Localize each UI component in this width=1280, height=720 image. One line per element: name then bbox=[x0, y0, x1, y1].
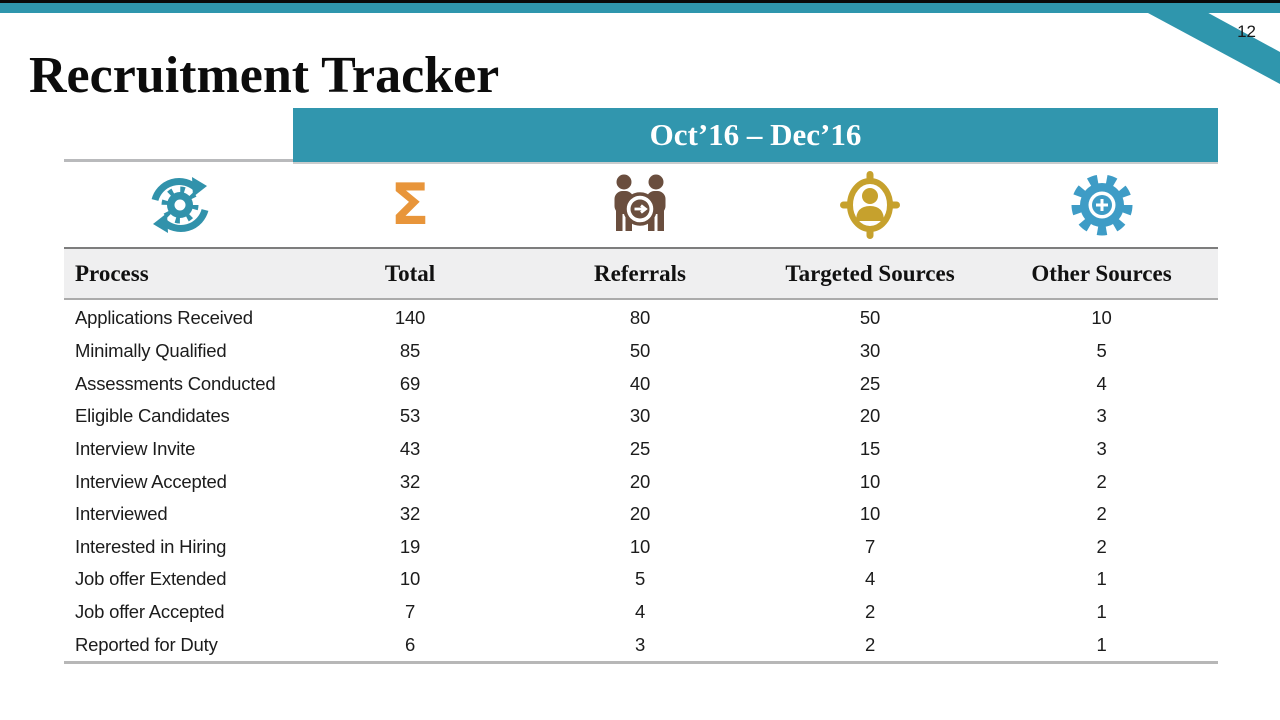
other-sources-cell: 1 bbox=[1096, 568, 1107, 590]
targeted-sources-cell: 15 bbox=[859, 437, 881, 459]
targeted-sources-cell: 50 bbox=[859, 307, 881, 329]
referrals-cell: 40 bbox=[629, 372, 651, 394]
table-row: Interview Accepted 32 20 10 2 bbox=[64, 465, 1218, 498]
period-header-label: Oct’16 – Dec’16 bbox=[649, 117, 862, 152]
process-cell: Reported for Duty bbox=[75, 633, 218, 655]
header-stub-line bbox=[64, 159, 293, 162]
column-header-targeted-sources: Targeted Sources bbox=[785, 260, 955, 286]
total-cell: 43 bbox=[399, 437, 421, 459]
total-cell: 6 bbox=[404, 633, 416, 655]
referrals-cell: 20 bbox=[629, 470, 651, 492]
other-sources-cell: 2 bbox=[1096, 535, 1107, 557]
targeted-sources-cell: 10 bbox=[859, 503, 881, 525]
targeted-sources-cell: 4 bbox=[864, 568, 876, 590]
referrals-cell: 5 bbox=[634, 568, 646, 590]
process-cell: Interview Invite bbox=[75, 437, 196, 459]
other-icon-cell bbox=[985, 166, 1218, 244]
targeted-icon-cell bbox=[755, 166, 985, 244]
total-icon-cell: Σ bbox=[295, 166, 525, 244]
top-black-bar bbox=[0, 0, 1280, 3]
referrals-cell: 25 bbox=[629, 437, 651, 459]
referrals-cell: 30 bbox=[629, 405, 651, 427]
column-header-process: Process bbox=[75, 260, 149, 286]
other-sources-cell: 2 bbox=[1096, 470, 1107, 492]
referral-people-icon bbox=[614, 174, 666, 231]
process-cell: Assessments Conducted bbox=[75, 372, 276, 394]
table-row: Minimally Qualified 85 50 30 5 bbox=[64, 335, 1218, 368]
top-teal-bar bbox=[0, 3, 1280, 13]
total-cell: 7 bbox=[404, 601, 416, 623]
slide-title: Recruitment Tracker bbox=[29, 46, 500, 104]
referrals-cell: 50 bbox=[629, 339, 651, 361]
referrals-cell: 4 bbox=[634, 601, 646, 623]
total-cell: 53 bbox=[399, 405, 421, 427]
table-row: Assessments Conducted 69 40 25 4 bbox=[64, 367, 1218, 400]
table-row: Interested in Hiring 19 10 7 2 bbox=[64, 530, 1218, 563]
other-sources-cell: 4 bbox=[1096, 372, 1107, 394]
process-cell: Eligible Candidates bbox=[75, 405, 230, 427]
table-row: Job offer Extended 10 5 4 1 bbox=[64, 563, 1218, 596]
targeted-sources-cell: 25 bbox=[859, 372, 881, 394]
process-cell: Minimally Qualified bbox=[75, 339, 227, 361]
process-cell: Interview Accepted bbox=[75, 470, 227, 492]
table-row: Interview Invite 43 25 15 3 bbox=[64, 433, 1218, 466]
referrals-cell: 80 bbox=[629, 307, 651, 329]
process-sync-icon bbox=[151, 177, 208, 233]
total-cell: 10 bbox=[399, 568, 421, 590]
targeted-sources-cell: 7 bbox=[864, 535, 876, 557]
table-row: Reported for Duty 6 3 2 1 bbox=[64, 628, 1218, 661]
total-cell: 69 bbox=[399, 372, 421, 394]
table-row: Interviewed 32 20 10 2 bbox=[64, 498, 1218, 531]
table-row: Job offer Accepted 7 4 2 1 bbox=[64, 596, 1218, 629]
process-cell: Applications Received bbox=[75, 307, 253, 329]
other-sources-cell: 2 bbox=[1096, 503, 1107, 525]
target-person-icon bbox=[840, 171, 900, 239]
process-icon-cell bbox=[64, 166, 295, 244]
other-sources-cell: 10 bbox=[1091, 307, 1112, 329]
referrals-cell: 20 bbox=[629, 503, 651, 525]
other-sources-cell: 5 bbox=[1096, 339, 1107, 361]
referrals-cell: 3 bbox=[634, 633, 646, 655]
table-body: Applications Received 140 80 50 10 Minim… bbox=[64, 302, 1218, 661]
process-cell: Interested in Hiring bbox=[75, 535, 227, 557]
other-sources-cell: 1 bbox=[1096, 601, 1107, 623]
table-row: Applications Received 140 80 50 10 bbox=[64, 302, 1218, 335]
total-cell: 140 bbox=[394, 307, 426, 329]
column-icon-row: Σ bbox=[64, 166, 1218, 244]
targeted-sources-cell: 2 bbox=[864, 601, 876, 623]
other-sources-cell: 3 bbox=[1096, 405, 1107, 427]
process-cell: Job offer Extended bbox=[75, 568, 227, 590]
referrals-cell: 10 bbox=[629, 535, 651, 557]
process-cell: Job offer Accepted bbox=[75, 601, 225, 623]
sigma-icon: Σ bbox=[390, 171, 430, 238]
gear-plus-icon bbox=[1071, 174, 1132, 236]
process-cell: Interviewed bbox=[75, 503, 168, 525]
targeted-sources-cell: 10 bbox=[859, 470, 881, 492]
targeted-sources-cell: 20 bbox=[859, 405, 881, 427]
total-cell: 32 bbox=[399, 503, 421, 525]
page-number: 12 bbox=[1237, 22, 1256, 41]
column-header-referrals: Referrals bbox=[594, 260, 686, 286]
table-row: Eligible Candidates 53 30 20 3 bbox=[64, 400, 1218, 433]
total-cell: 32 bbox=[399, 470, 421, 492]
column-header-other-sources: Other Sources bbox=[1031, 260, 1172, 286]
targeted-sources-cell: 30 bbox=[859, 339, 881, 361]
corner-ribbon bbox=[1148, 3, 1280, 84]
total-cell: 19 bbox=[399, 535, 421, 557]
period-header-bar: Oct’16 – Dec’16 bbox=[293, 108, 1218, 162]
referrals-icon-cell bbox=[525, 166, 755, 244]
total-cell: 85 bbox=[399, 339, 421, 361]
other-sources-cell: 3 bbox=[1096, 437, 1107, 459]
table-header-row: Process Total Referrals Targeted Sources… bbox=[64, 247, 1218, 300]
column-header-total: Total bbox=[384, 260, 436, 286]
table-bottom-border bbox=[64, 661, 1218, 664]
targeted-sources-cell: 2 bbox=[864, 633, 876, 655]
other-sources-cell: 1 bbox=[1096, 633, 1107, 655]
